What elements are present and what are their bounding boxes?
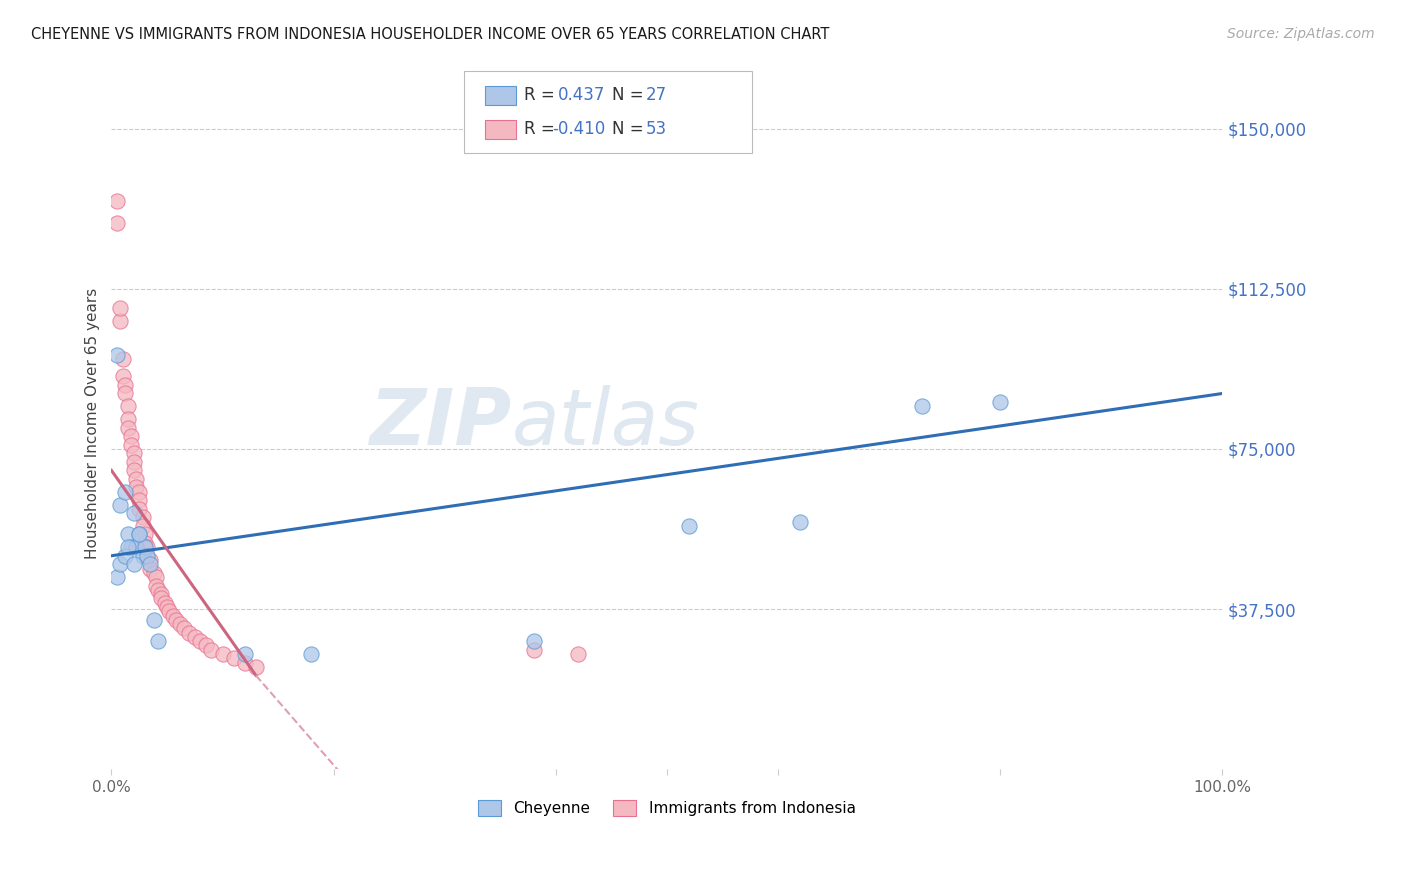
Point [117,527,139,541]
Point [299,647,322,661]
Point [139,558,162,572]
Point [156,600,179,615]
Point [131,510,153,524]
Point [110,301,132,315]
Point [200,642,222,657]
Point [131,549,153,563]
Point [125,472,148,486]
Point [194,639,217,653]
Point [128,527,150,541]
Point [184,630,207,644]
Point [179,625,201,640]
Text: 27: 27 [645,87,666,104]
Point [145,570,167,584]
Point [105,194,128,209]
Point [134,540,156,554]
Point [911,399,934,413]
Point [211,647,233,661]
Point [567,647,589,661]
Text: 0.437: 0.437 [558,87,606,104]
Point [142,566,165,580]
Point [153,596,176,610]
Point [136,549,159,563]
Point [110,558,132,572]
Point [120,429,142,443]
Point [120,540,142,554]
Point [145,579,167,593]
Point [188,634,211,648]
Point [117,399,139,413]
Text: R =: R = [524,120,561,138]
Point [125,540,148,554]
Point [150,591,173,606]
Point [110,498,132,512]
Point [134,527,156,541]
Point [150,587,173,601]
Point [114,386,136,401]
Point [165,613,187,627]
Text: 53: 53 [645,120,666,138]
Point [157,604,180,618]
Text: R =: R = [524,87,561,104]
Point [114,378,136,392]
Text: CHEYENNE VS IMMIGRANTS FROM INDONESIA HOUSEHOLDER INCOME OVER 65 YEARS CORRELATI: CHEYENNE VS IMMIGRANTS FROM INDONESIA HO… [31,27,830,42]
Point [117,540,139,554]
Point [111,352,134,367]
Point [789,515,811,529]
Point [146,582,169,597]
Point [136,549,159,563]
Y-axis label: Householder Income Over 65 years: Householder Income Over 65 years [86,288,100,559]
Point [128,527,150,541]
Point [139,553,162,567]
Point [142,613,165,627]
Point [111,369,134,384]
Point [162,608,184,623]
Point [233,656,256,670]
Point [128,501,150,516]
Point [122,446,145,460]
Point [169,617,191,632]
Point [122,506,145,520]
Point [136,540,159,554]
Point [139,561,162,575]
Text: N =: N = [612,120,648,138]
Point [233,647,256,661]
Point [131,519,153,533]
Point [245,660,267,674]
Legend: Cheyenne, Immigrants from Indonesia: Cheyenne, Immigrants from Indonesia [471,793,863,824]
Point [114,549,136,563]
Text: ZIP: ZIP [370,385,512,461]
Point [173,621,195,635]
Point [125,480,148,494]
Text: Source: ZipAtlas.com: Source: ZipAtlas.com [1227,27,1375,41]
Text: -0.410: -0.410 [553,120,606,138]
Point [122,455,145,469]
Point [117,412,139,426]
Point [988,395,1011,409]
Point [114,484,136,499]
Point [146,634,169,648]
Point [678,519,700,533]
Point [105,216,128,230]
Point [128,484,150,499]
Point [120,438,142,452]
Text: atlas: atlas [512,385,699,461]
Point [134,536,156,550]
Point [105,348,128,362]
Text: N =: N = [612,87,648,104]
Point [105,570,128,584]
Point [523,634,546,648]
Point [128,493,150,508]
Point [523,642,546,657]
Point [222,651,245,665]
Point [122,558,145,572]
Point [122,463,145,477]
Point [117,420,139,434]
Point [110,314,132,328]
